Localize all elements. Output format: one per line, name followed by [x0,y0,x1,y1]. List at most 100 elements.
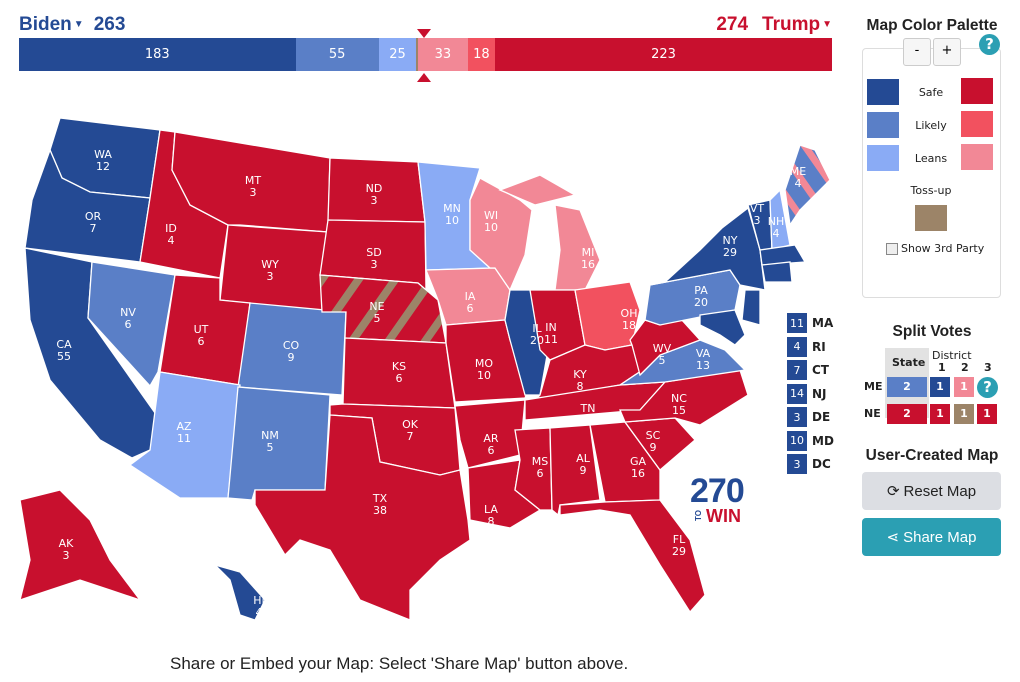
state-ct[interactable] [761,261,793,283]
state-label-abbr: WV [653,342,672,355]
trump-header[interactable]: 274 Trump ▼ [716,14,832,36]
state-label-ev: 29 [723,246,737,259]
small-state-ev[interactable]: 11 [787,313,807,333]
reset-map-button[interactable]: ⟳ Reset Map [862,472,1001,510]
state-ak[interactable] [19,489,142,602]
label-safe: Safe [918,86,944,99]
help-icon[interactable]: ? [979,34,1000,55]
small-state-ev[interactable]: 10 [787,430,807,451]
state-label-abbr: MI [582,246,595,259]
state-label-abbr: NM [261,429,279,442]
small-state-ri[interactable]: 4 RI [787,336,834,357]
state-tx[interactable] [254,414,471,621]
me-district-1[interactable]: 1 [930,377,950,397]
me-label: ME [864,380,883,393]
state-label-ev: 12 [96,160,110,173]
small-state-nj[interactable]: 14 NJ [787,383,834,404]
third-party-toggle[interactable]: Show 3rd Party [886,242,984,255]
state-label-ev: 9 [650,441,657,454]
state-nh[interactable] [769,188,791,251]
label-tossup: Toss-up [910,184,952,197]
state-nc[interactable] [619,369,749,426]
state-label-ev: 8 [488,515,495,528]
small-state-ev[interactable]: 7 [787,360,807,380]
state-label-abbr: NY [723,234,738,247]
small-state-ev[interactable]: 4 [787,336,807,357]
state-mi[interactable] [498,174,577,206]
caret-down-icon[interactable]: ▼ [73,19,84,31]
district-header: District [932,349,972,362]
state-label-abbr: AZ [176,420,192,433]
state-label-abbr: SC [646,429,661,442]
share-map-button[interactable]: ⋖ Share Map [862,518,1001,556]
small-state-md[interactable]: 10 MD [787,430,834,451]
me-state-vote[interactable]: 2 [887,377,927,397]
share-icon: ⋖ [886,529,900,546]
small-state-abbr: MD [812,433,834,448]
small-states-list: 11 MA 4 RI 7 CT 14 NJ 3 DE 10 MD 3 DC [787,313,834,478]
state-label-ev: 10 [477,369,491,382]
trump-name[interactable]: Trump [762,14,821,35]
help-icon[interactable]: ? [977,377,998,398]
state-label-ev: 10 [484,221,498,234]
swatch-safe-d[interactable] [867,79,899,105]
state-label-abbr: VT [750,202,765,215]
state-label-abbr: LA [484,503,498,516]
state-label-ev: 18 [622,319,636,332]
zoom-out-button[interactable]: - [903,38,931,66]
swatch-lean-r[interactable] [961,144,993,170]
state-ma[interactable] [759,244,807,266]
state-ga[interactable] [589,421,661,503]
state-co[interactable] [237,302,347,396]
small-state-de[interactable]: 3 DE [787,407,834,427]
state-hi[interactable] [212,563,266,621]
state-me[interactable] [784,144,831,227]
swatch-safe-r[interactable] [961,78,993,104]
small-state-abbr: CT [812,363,829,377]
ne-district-1[interactable]: 1 [930,404,950,424]
state-label-abbr: PA [694,284,708,297]
swatch-likely-r[interactable] [961,111,993,137]
state-label-ev: 5 [267,441,274,454]
biden-header[interactable]: Biden ▼ 263 [19,14,125,36]
swatch-lean-d[interactable] [867,145,899,171]
state-label-ev: 8 [577,380,584,393]
state-label-abbr: MN [443,202,461,215]
state-label-abbr: WA [94,148,112,161]
state-md[interactable] [699,309,746,346]
small-state-ct[interactable]: 7 CT [787,360,834,380]
state-label-abbr: NH [768,215,785,228]
ne-district-3[interactable]: 1 [977,404,997,424]
biden-name[interactable]: Biden [19,14,72,35]
state-nv[interactable] [87,261,176,388]
ne-state-vote[interactable]: 2 [887,404,927,424]
checkbox[interactable] [886,242,898,255]
swatch-likely-d[interactable] [867,112,899,138]
small-state-ma[interactable]: 11 MA [787,313,834,333]
state-az[interactable] [128,371,241,499]
state-fl[interactable] [559,499,706,614]
caret-down-icon[interactable]: ▼ [822,19,832,31]
swatch-tossup[interactable] [915,205,947,231]
state-nj[interactable] [741,289,761,326]
small-state-ev[interactable]: 3 [787,454,807,474]
me-district-2[interactable]: 1 [954,377,974,397]
state-ar[interactable] [454,399,526,469]
small-state-ev[interactable]: 14 [787,383,807,404]
ne-district-2[interactable]: 1 [954,404,974,424]
state-label-abbr: AL [576,452,591,465]
state-nm[interactable] [227,386,331,501]
small-state-dc[interactable]: 3 DC [787,454,834,474]
state-label-ev: 10 [445,214,459,227]
small-state-ev[interactable]: 3 [787,407,807,427]
state-label-ev: 4 [256,606,263,619]
270towin-logo: 270 TO WIN [690,472,745,526]
state-label-abbr: VA [696,347,711,360]
district-2-header: 2 [961,361,969,374]
state-label-abbr: NV [120,306,136,319]
state-wi[interactable] [469,177,533,292]
state-label-ev: 15 [672,404,686,417]
zoom-in-button[interactable]: + [933,38,961,66]
small-state-abbr: MA [812,316,834,330]
